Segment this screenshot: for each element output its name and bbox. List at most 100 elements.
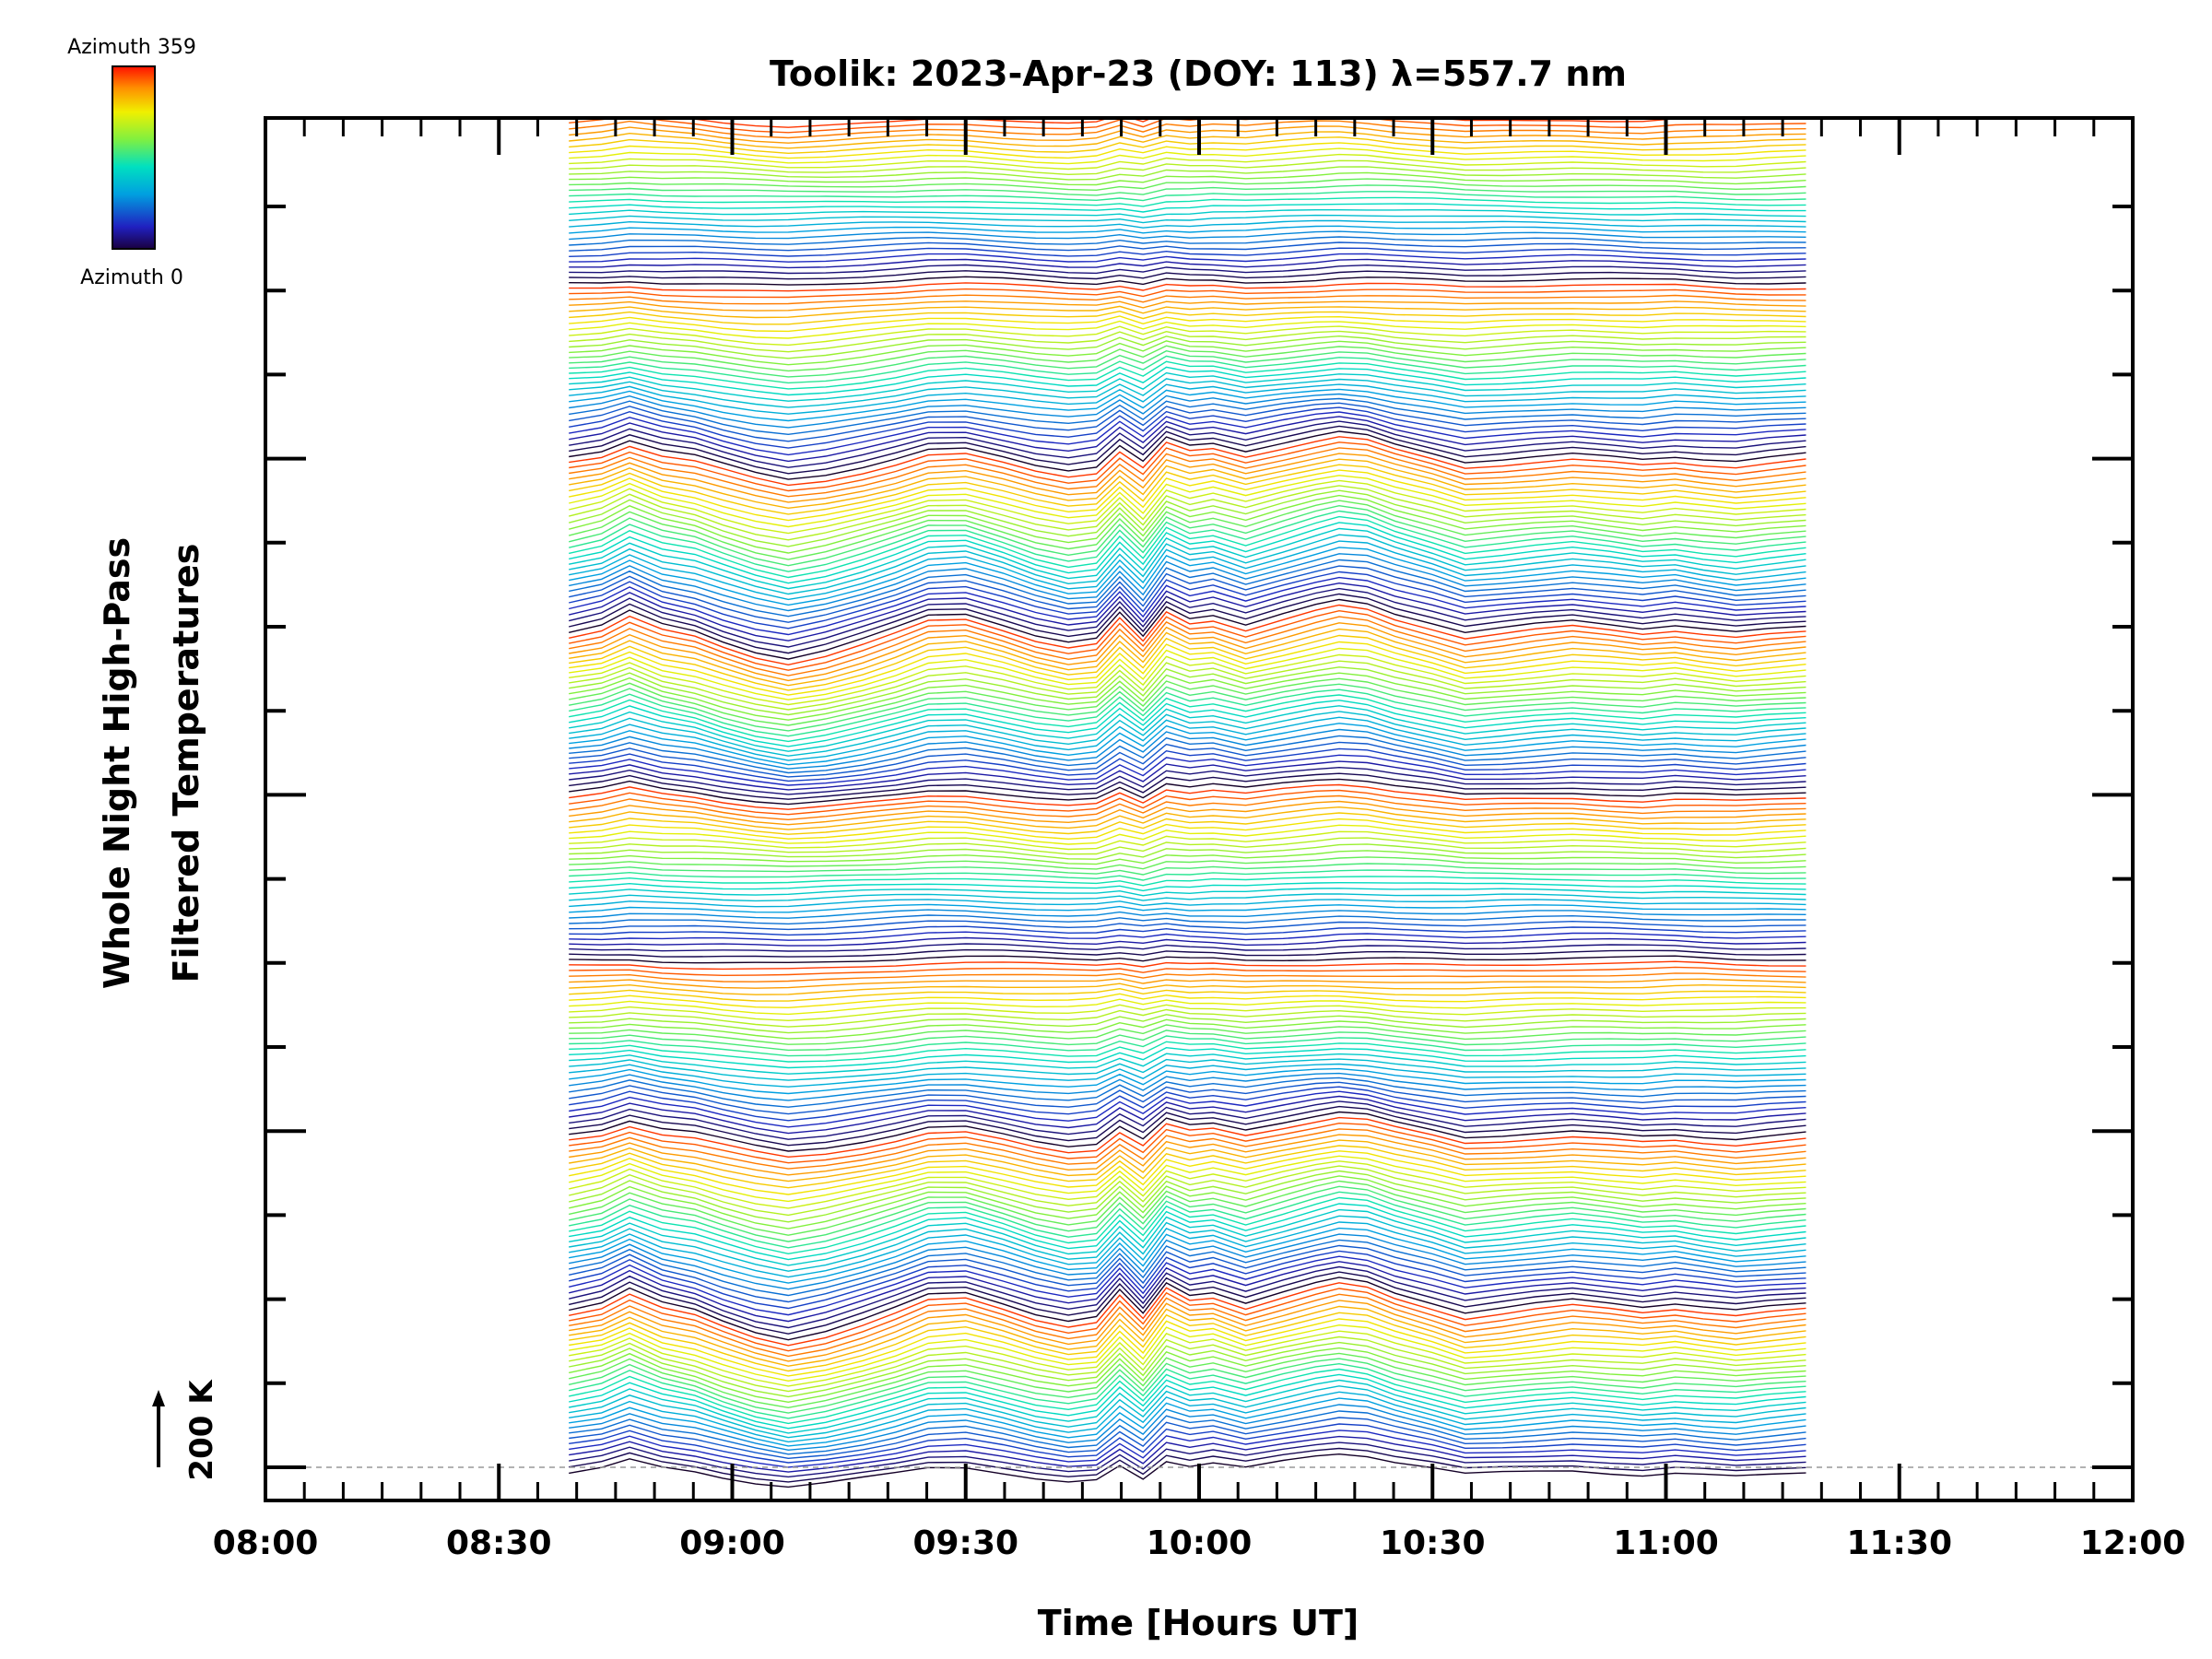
series-line [569,166,1806,181]
series-line [569,1335,1806,1393]
x-axis-label: Time [Hours UT] [1038,1603,1359,1643]
series-line [569,219,1806,229]
series-line [569,931,1806,941]
series-line [569,300,1806,312]
series-line [569,320,1806,339]
series-line [569,925,1806,936]
series-line [569,888,1806,897]
series-line [569,355,1806,384]
series-line [569,305,1806,319]
series-line [569,469,1806,522]
series-line [569,830,1806,851]
series-line [569,794,1806,821]
series-line [569,1196,1806,1255]
series-line [569,553,1806,612]
series-line [569,475,1806,528]
series-line [569,1417,1806,1460]
series-line [569,1035,1806,1057]
series-line [569,1030,1806,1052]
series-line [569,1423,1806,1464]
colorbar: Azimuth 359 Azimuth 0 [67,36,196,289]
series-line [569,236,1806,246]
series-line [569,1397,1806,1447]
series-line [569,1288,1806,1352]
series-line [569,634,1806,691]
series-line [569,998,1806,1016]
series-line [569,1404,1806,1452]
series-line [569,159,1806,176]
series-line [569,641,1806,696]
series-line [569,1145,1806,1189]
series-line [569,1271,1806,1335]
series-line [569,903,1806,913]
series-line [569,1095,1806,1135]
series-line [569,700,1806,747]
series-line [569,1105,1806,1147]
series-line [569,504,1806,567]
trace-group [569,118,1806,1488]
series-line [569,500,1806,560]
series-line [569,360,1806,390]
series-line [569,294,1806,305]
series-line [569,383,1806,415]
series-line [569,464,1806,515]
series-line [569,960,1806,971]
series-line [569,647,1806,700]
series-line [569,1373,1806,1430]
series-line [569,772,1806,800]
series-line [569,264,1806,275]
series-line [569,1160,1806,1209]
series-line [569,948,1806,958]
series-line [569,411,1806,456]
series-line [569,203,1806,213]
series-line [569,1435,1806,1473]
series-line [569,1134,1806,1176]
series-line [569,1265,1806,1329]
series-line [569,1324,1806,1382]
series-line [569,881,1806,892]
series-line [569,325,1806,347]
series-line [569,593,1806,654]
series-line [569,1018,1806,1040]
series-line [569,1128,1806,1170]
series-line [569,178,1806,192]
series-line [569,783,1806,810]
series-line [569,447,1806,498]
series-line [569,270,1806,280]
series-line [569,120,1806,139]
series-line [569,1233,1806,1290]
series-line [569,728,1806,770]
series-line [569,972,1806,982]
series-line [569,766,1806,795]
series-line [569,1261,1806,1323]
series-line [569,1391,1806,1443]
series-line [569,425,1806,475]
series-line [569,522,1806,584]
series-line [569,677,1806,726]
series-line [569,653,1806,706]
series-line [569,147,1806,165]
series-line [569,515,1806,579]
series-line [569,184,1806,196]
series-line [569,694,1806,743]
series-line [569,705,1806,752]
colorbar-gradient [112,65,156,250]
series-line [569,660,1806,711]
x-tick-label: 11:30 [1846,1524,1952,1562]
series-line [569,453,1806,503]
series-line [569,225,1806,234]
series-line [569,893,1806,902]
series-line [569,258,1806,269]
series-line [569,366,1806,396]
series-line [569,335,1806,359]
series-line [569,1208,1806,1266]
series-line [569,1368,1806,1425]
series-line [569,241,1806,252]
series-line [569,1180,1806,1236]
series-line [569,1175,1806,1230]
series-line [569,1072,1806,1101]
series-line [569,955,1806,964]
series-line [569,571,1806,629]
series-line [569,349,1806,378]
